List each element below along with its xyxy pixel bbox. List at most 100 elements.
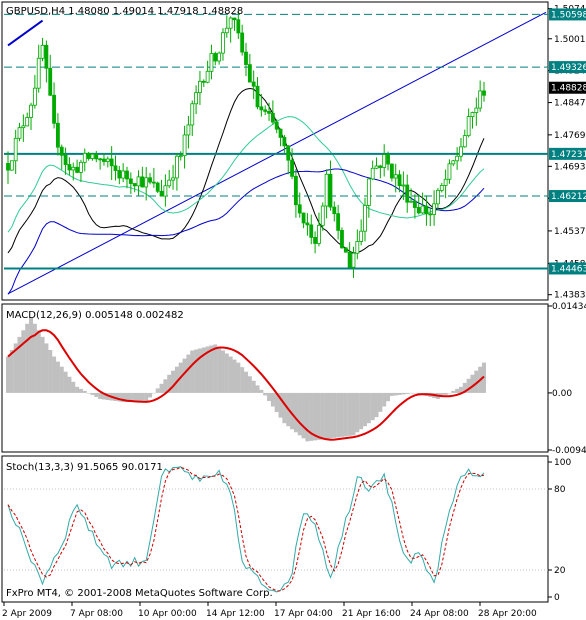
stoch-pane[interactable]: Stoch(13,3,3) 91.5065 90.0171 FxPro MT4,… (1, 455, 571, 603)
macd-bar (455, 388, 460, 393)
candle-body (278, 128, 283, 138)
stoch-tick-label: 0 (554, 593, 560, 603)
candle (478, 80, 483, 112)
candle (36, 44, 41, 93)
candle-body (163, 185, 168, 197)
candle-body (159, 190, 164, 197)
candles (6, 10, 486, 278)
candle (282, 134, 287, 153)
candle-body (56, 122, 60, 148)
candle-body (198, 80, 202, 94)
candle (236, 10, 241, 40)
candle (297, 192, 302, 218)
macd-bar (370, 392, 375, 421)
candle-body (240, 32, 245, 53)
candle-body (140, 176, 145, 188)
candle-body (125, 170, 129, 180)
macd-bar (63, 371, 68, 393)
candle-body (175, 155, 179, 179)
candle-body (413, 200, 417, 208)
candle-body (336, 213, 341, 231)
candle-body (102, 158, 106, 162)
macd-bar (328, 392, 333, 439)
candle (56, 113, 60, 156)
macd-bar (389, 392, 394, 396)
candle (140, 166, 145, 188)
candle (224, 15, 229, 38)
macd-bar (21, 330, 26, 393)
candle (201, 79, 206, 87)
macd-pane[interactable]: MACD(12,26,9) 0.005148 0.002482 0.014349… (1, 302, 586, 456)
candle-body (148, 177, 152, 183)
macd-bar (451, 390, 456, 393)
candle-body (363, 205, 367, 232)
candle (439, 182, 444, 193)
candle-body (393, 174, 398, 179)
candle-body (251, 81, 256, 87)
macd-bar (359, 392, 364, 430)
candle (44, 40, 49, 83)
candle-body (79, 161, 83, 173)
level-label-box (549, 147, 586, 160)
candle-body (355, 241, 360, 254)
level-label-box (549, 61, 586, 74)
stoch-pane-border (1, 455, 549, 603)
candle (105, 156, 110, 168)
candle (393, 163, 398, 193)
macd-bar (343, 392, 348, 437)
candle (148, 172, 152, 185)
candle-body (359, 230, 364, 242)
candle (178, 151, 183, 161)
macd-bar (205, 346, 210, 393)
candle (155, 181, 160, 194)
candle (409, 188, 413, 203)
price-plot (4, 10, 548, 295)
macd-bar (259, 389, 264, 393)
macd-bar (366, 392, 371, 424)
candle-body (297, 204, 302, 214)
macd-bar (447, 392, 452, 394)
macd-bar (13, 343, 18, 393)
candle (151, 167, 156, 188)
candle-body (420, 205, 425, 214)
candle-body (286, 145, 291, 161)
macd-bar (82, 390, 87, 393)
candle (102, 153, 106, 166)
price-pane[interactable]: GBPUSD,H4 1.48080 1.49014 1.47918 1.4882… (1, 1, 586, 301)
candle (132, 183, 137, 193)
level-label: 1.44463 (551, 264, 586, 274)
candle (136, 170, 141, 196)
macd-bar (29, 317, 34, 393)
macd-bar (25, 323, 30, 393)
candle-body (466, 116, 471, 137)
macd-bar (305, 392, 310, 442)
macd-bar (278, 392, 283, 418)
candle-body (478, 90, 483, 109)
macd-bar (397, 392, 402, 395)
candle (79, 159, 83, 183)
macd-bar (217, 347, 222, 393)
candle-body (117, 170, 122, 179)
candle-body (436, 189, 440, 205)
candle-body (36, 57, 41, 89)
macd-bar (94, 392, 99, 397)
candle (482, 81, 486, 102)
candle-body (236, 19, 241, 34)
macd-bar (232, 359, 237, 393)
candle-body (274, 121, 279, 130)
candle (378, 164, 383, 179)
candle-body (128, 178, 133, 184)
candle-body (21, 125, 26, 129)
candle-body (90, 153, 95, 159)
candle (163, 174, 168, 207)
candle-body (201, 80, 206, 83)
macd-bar (293, 392, 298, 433)
macd-bar (313, 392, 318, 441)
macd-bar (36, 330, 41, 393)
macd-bar (44, 343, 49, 393)
candle (29, 102, 33, 131)
macd-bar (443, 392, 448, 395)
candle (52, 82, 56, 129)
